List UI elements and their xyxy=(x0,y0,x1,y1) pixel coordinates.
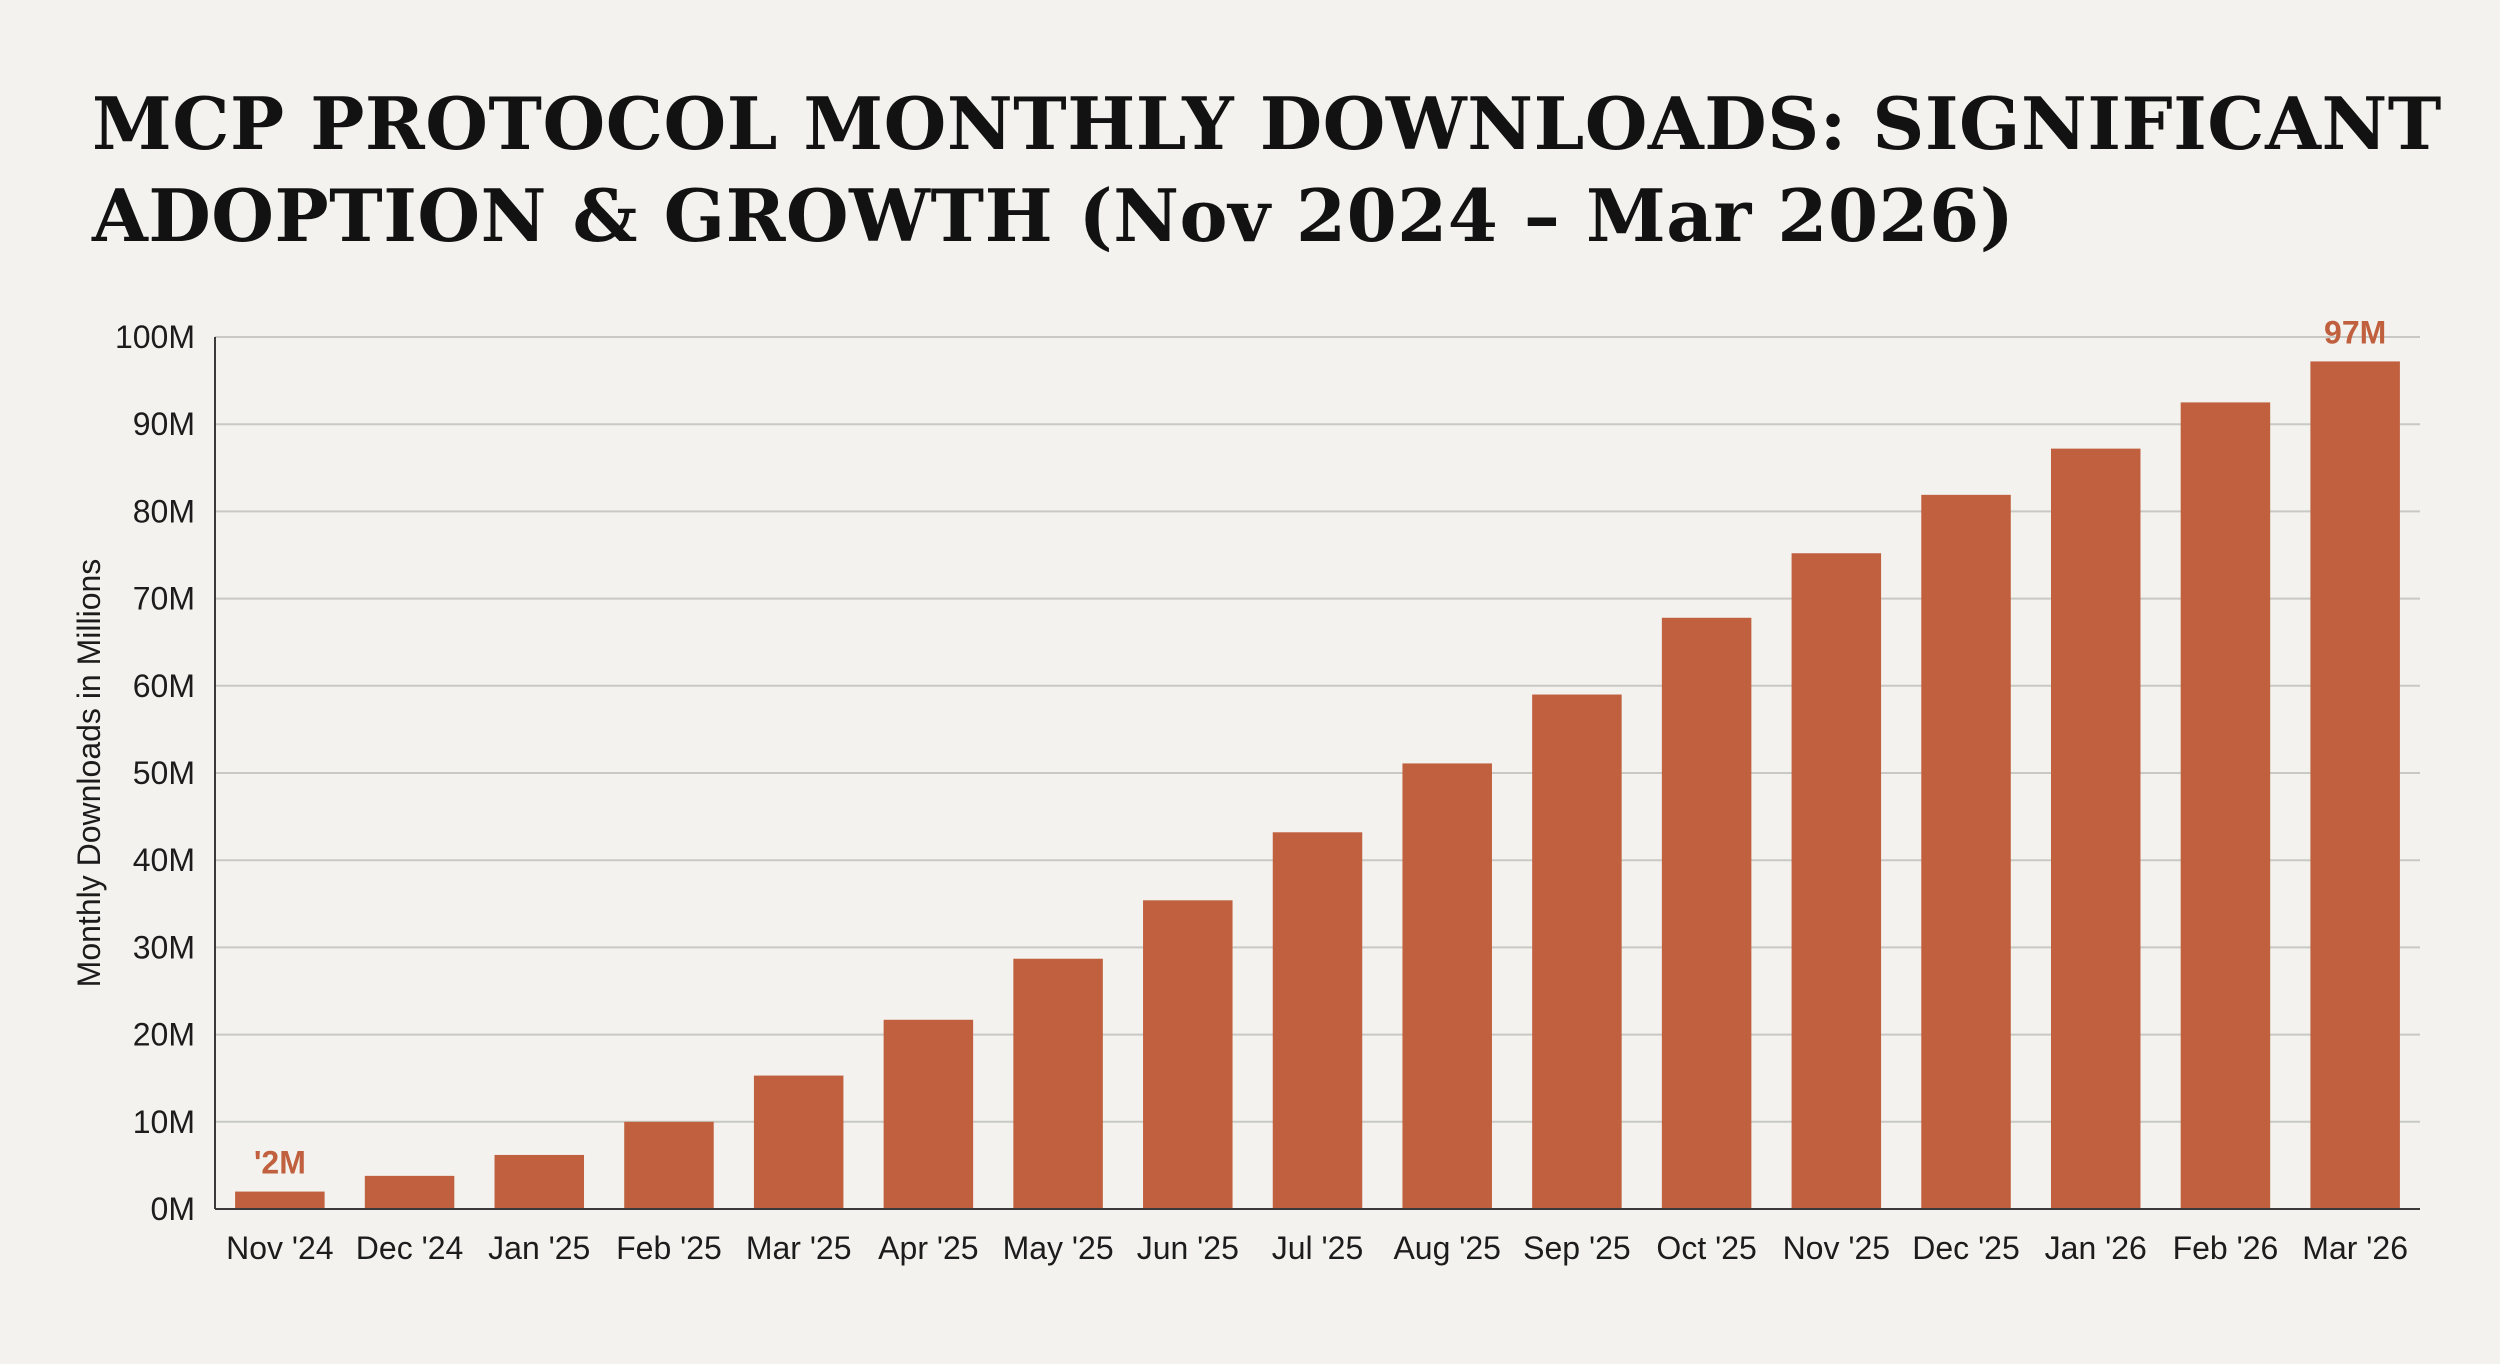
y-tick-label: 40M xyxy=(133,842,195,878)
bar-14 xyxy=(2050,448,2141,1210)
y-tick-label: 10M xyxy=(133,1104,195,1140)
bar-1 xyxy=(364,1175,455,1209)
x-tick-label: Apr '25 xyxy=(878,1230,978,1266)
y-tick-label: 80M xyxy=(133,493,195,529)
y-tick-label: 70M xyxy=(133,581,195,617)
axes xyxy=(214,337,2420,1210)
bar-16 xyxy=(2310,361,2400,1209)
x-tick-label: May '25 xyxy=(1003,1230,1114,1266)
x-tick-label: Dec '24 xyxy=(356,1230,464,1266)
data-label: '2M xyxy=(254,1145,306,1181)
bar-6 xyxy=(1013,958,1103,1209)
y-axis-title: Monthly Downloads in Millions xyxy=(71,559,107,988)
x-tick-label: Jun '25 xyxy=(1137,1230,1239,1266)
data-label: 97M xyxy=(2324,314,2386,350)
y-tick-label: 0M xyxy=(151,1191,195,1227)
x-tick-label: Dec '25 xyxy=(1912,1230,2020,1266)
y-tick-label: 30M xyxy=(133,929,195,965)
bar-11 xyxy=(1661,617,1752,1209)
bar-5 xyxy=(883,1019,974,1209)
y-tick-label: 100M xyxy=(115,319,195,355)
bars xyxy=(235,361,2400,1210)
bar-7 xyxy=(1143,900,1233,1209)
y-tick-label: 50M xyxy=(133,755,195,791)
y-tick-label: 60M xyxy=(133,668,195,704)
x-tick-label: Sep '25 xyxy=(1523,1230,1631,1266)
bar-4 xyxy=(753,1075,844,1209)
bar-15 xyxy=(2180,402,2271,1209)
x-tick-label: Oct '25 xyxy=(1656,1230,1756,1266)
bar-2 xyxy=(494,1154,585,1209)
bar-10 xyxy=(1532,694,1622,1209)
x-tick-label: Feb '25 xyxy=(616,1230,722,1266)
bar-13 xyxy=(1921,494,2011,1209)
x-tick-label: Feb '26 xyxy=(2173,1230,2279,1266)
bar-9 xyxy=(1402,763,1492,1209)
bar-12 xyxy=(1791,553,1882,1209)
y-tick-label: 90M xyxy=(133,406,195,442)
y-tick-label: 20M xyxy=(133,1017,195,1053)
x-tick-label: Jan '26 xyxy=(2045,1230,2147,1266)
chart-title: MCP PROTOCOL MONTHLY DOWNLOADS: SIGNIFIC… xyxy=(92,81,2442,258)
x-tick-label: Mar '26 xyxy=(2302,1230,2408,1266)
x-tick-label: Jan '25 xyxy=(488,1230,590,1266)
bar-3 xyxy=(624,1121,714,1209)
x-tick-label: Jul '25 xyxy=(1272,1230,1364,1266)
labels: 0M 10M 20M 30M 40M 50M 60M 70M 80M 90M 100M Monthly… xyxy=(71,314,2408,1266)
x-tick-label: Aug '25 xyxy=(1393,1230,1501,1266)
bar-8 xyxy=(1272,832,1363,1209)
x-tick-label: Mar '25 xyxy=(746,1230,852,1266)
bar-0 xyxy=(235,1191,325,1209)
x-tick-label: Nov '25 xyxy=(1783,1230,1891,1266)
x-tick-label: Nov '24 xyxy=(226,1230,334,1266)
